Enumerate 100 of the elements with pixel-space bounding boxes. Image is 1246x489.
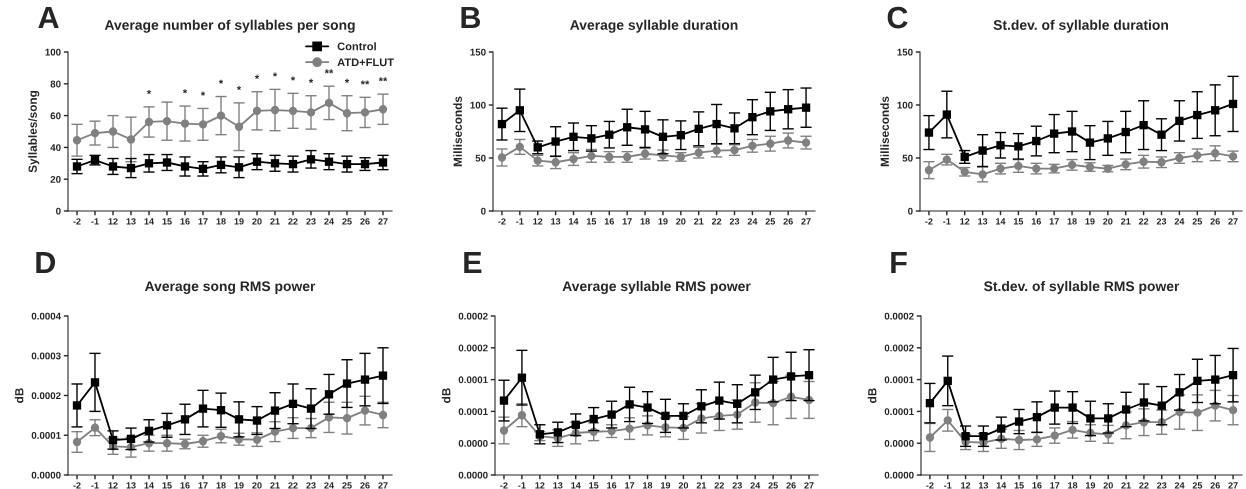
x-tick-label: 18: [1067, 218, 1077, 225]
x-tick-label: 26: [783, 218, 793, 225]
y-tick-label: 0: [908, 207, 913, 215]
y-tick-label: 150: [470, 48, 486, 56]
x-tick-label: -2: [926, 482, 934, 489]
x-tick-label: 17: [622, 218, 632, 225]
y-axis-title: Milliseconds: [453, 96, 462, 167]
x-tick-label: 15: [162, 218, 172, 225]
x-tick-label: 24: [1174, 218, 1185, 225]
x-tick-label: 14: [144, 482, 154, 489]
x-tick-label: 23: [306, 482, 316, 489]
x-tick-label: 26: [786, 482, 796, 489]
y-axis-title: dB: [441, 388, 451, 403]
x-tick-label: 20: [678, 482, 689, 489]
chart-title: Average song RMS power: [144, 281, 316, 294]
y-tick-label: 0.0004: [31, 312, 62, 320]
x-tick-label: 25: [342, 482, 352, 489]
legend-label: Control: [337, 42, 376, 51]
y-tick-label: 0.0002: [884, 344, 914, 352]
text: C: [887, 6, 908, 29]
x-tick-label: 23: [306, 218, 316, 225]
data-label: *: [290, 76, 296, 81]
x-tick-label: 25: [768, 482, 778, 489]
x-tick-label: 25: [1192, 482, 1203, 489]
x-tick-label: 19: [658, 218, 668, 225]
x-tick-label: 12: [108, 218, 118, 225]
y-tick-label: 50: [902, 154, 913, 162]
y-tick-label: 0.0001: [884, 408, 914, 416]
data-label: *: [308, 78, 314, 83]
y-tick-label: 0.0000: [884, 439, 914, 447]
x-tick-label: 22: [1138, 218, 1149, 225]
y-axis-title: dB: [867, 388, 877, 403]
x-tick-label: 16: [607, 482, 617, 489]
text: B: [461, 7, 481, 29]
x-tick-label: 26: [1210, 482, 1220, 489]
x-tick-label: 20: [1103, 482, 1113, 489]
x-tick-label: 22: [288, 482, 298, 489]
y-axis-title: dB: [14, 388, 24, 403]
x-tick-label: 15: [162, 482, 172, 489]
x-tick-label: 23: [1157, 482, 1167, 489]
x-tick-label: 27: [378, 218, 388, 225]
x-tick-label: 13: [553, 482, 563, 489]
x-tick-label: 25: [342, 218, 352, 225]
chart-title: St.dev. of syllable duration: [993, 19, 1168, 33]
data-label: *: [272, 72, 278, 77]
y-tick-label: 0.0002: [884, 312, 914, 320]
x-tick-label: -2: [73, 218, 81, 225]
x-tick-label: 15: [1014, 482, 1024, 489]
x-tick-label: 27: [1228, 218, 1238, 225]
y-tick-label: 40: [50, 144, 61, 152]
y-tick-label: 0.0001: [458, 408, 488, 416]
y-tick-label: 0.0000: [31, 471, 61, 479]
data-label: *: [236, 85, 242, 91]
x-tick-label: 13: [126, 218, 136, 225]
y-tick-label: 0.0002: [458, 344, 488, 352]
x-tick-label: 17: [1050, 482, 1060, 489]
x-tick-label: 24: [324, 218, 334, 225]
x-tick-label: -1: [516, 218, 524, 225]
x-tick-label: -1: [518, 482, 526, 489]
x-tick-label: 25: [1192, 218, 1203, 225]
x-tick-label: 16: [604, 218, 614, 225]
x-tick-label: 12: [960, 218, 970, 225]
x-tick-label: 19: [1085, 218, 1095, 225]
chart-title: Average number of syllables per song: [104, 19, 355, 33]
x-tick-label: 27: [801, 218, 811, 225]
x-tick-label: 21: [270, 218, 280, 225]
x-tick-label: -1: [91, 482, 99, 489]
x-tick-label: 14: [144, 218, 154, 225]
data-label: **: [378, 77, 388, 82]
text: E: [464, 252, 482, 274]
x-tick-label: 18: [216, 482, 226, 489]
x-tick-label: 16: [180, 482, 190, 489]
y-axis-title: Milliseconds: [880, 96, 889, 167]
y-tick-label: 0.0002: [31, 392, 61, 400]
x-tick-label: 27: [804, 482, 814, 489]
x-tick-label: 23: [729, 218, 740, 225]
x-tick-label: 15: [1013, 218, 1024, 225]
legend-label: ATD+FLUT: [337, 58, 394, 67]
y-tick-label: 0.0000: [458, 439, 488, 447]
y-tick-label: 60: [50, 112, 61, 120]
x-tick-label: 22: [288, 218, 298, 225]
x-tick-label: 14: [996, 218, 1006, 225]
data-label: *: [218, 79, 224, 84]
x-tick-label: 26: [1210, 218, 1220, 225]
x-tick-label: -1: [944, 482, 952, 489]
x-tick-label: 22: [711, 218, 722, 225]
x-tick-label: 19: [661, 482, 671, 489]
data-label: **: [324, 69, 334, 74]
x-tick-label: 16: [1031, 218, 1041, 225]
x-tick-label: 13: [126, 482, 136, 489]
x-tick-label: -2: [500, 482, 508, 489]
x-tick-label: 15: [589, 482, 599, 489]
data-label: *: [344, 78, 350, 83]
y-tick-label: 0.0001: [31, 431, 61, 439]
chart-title: Average syllable RMS power: [562, 280, 751, 294]
x-tick-label: 19: [234, 482, 244, 489]
x-tick-label: -1: [943, 218, 951, 225]
y-tick-label: 150: [897, 48, 913, 56]
y-tick-label: 80: [50, 80, 61, 88]
x-tick-label: 21: [1121, 482, 1131, 489]
